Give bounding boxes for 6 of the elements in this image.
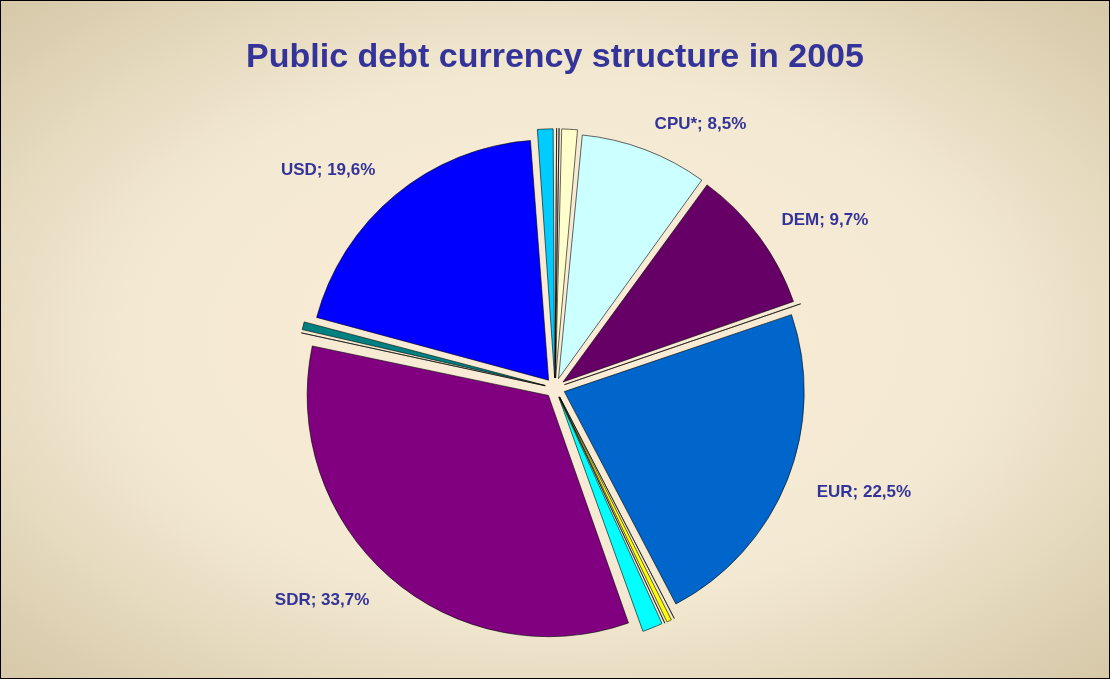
slice-label: EUR; 22,5% (816, 482, 912, 502)
slice-label: DEM; 9,7% (781, 209, 869, 229)
slice-label: SDR; 33,7% (274, 589, 370, 609)
slice-label: CPU*; 8,5% (654, 113, 747, 133)
slice-label: USD; 19,6% (280, 160, 376, 180)
chart-title: Public debt currency structure in 2005 (246, 35, 864, 74)
